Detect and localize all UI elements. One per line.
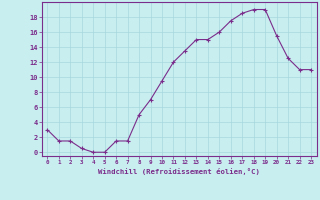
- X-axis label: Windchill (Refroidissement éolien,°C): Windchill (Refroidissement éolien,°C): [98, 168, 260, 175]
